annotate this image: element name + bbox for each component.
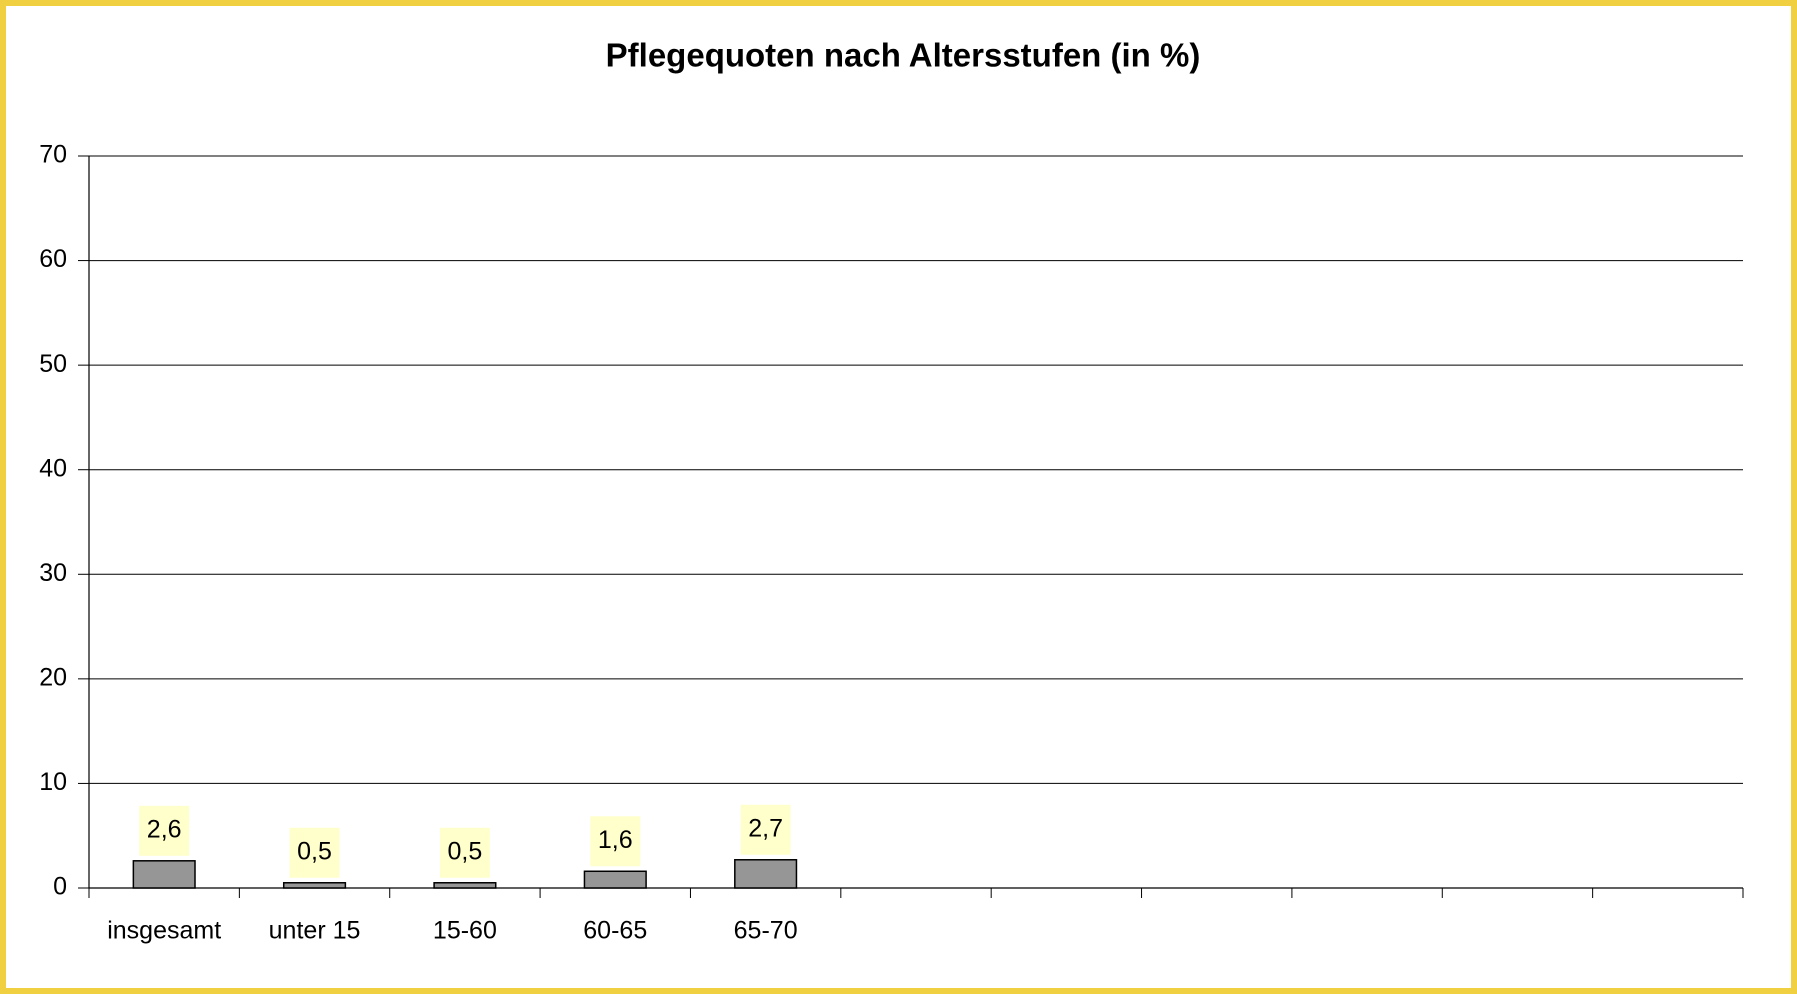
chart-title: Pflegequoten nach Altersstufen (in %) — [606, 37, 1201, 74]
value-label: 2,6 — [147, 815, 182, 843]
value-label-bg — [590, 816, 641, 867]
y-tick-label: 70 — [39, 141, 67, 169]
value-label-bg — [289, 827, 340, 878]
bar — [734, 859, 798, 889]
y-tick-label: 60 — [39, 245, 67, 273]
y-tick-label: 50 — [39, 350, 67, 378]
value-label-bg — [139, 805, 190, 856]
y-tick-label: 10 — [39, 768, 67, 796]
x-tick-label: unter 15 — [269, 917, 361, 945]
x-tick-label: insgesamt — [107, 917, 221, 945]
y-tick-label: 20 — [39, 663, 67, 691]
x-tick-label: 15-60 — [433, 917, 497, 945]
value-label: 0,5 — [448, 837, 483, 865]
value-label: 2,7 — [748, 814, 783, 842]
value-label-bg — [740, 804, 791, 855]
bar — [583, 870, 647, 889]
y-tick-label: 0 — [53, 873, 67, 901]
value-label: 0,5 — [297, 837, 332, 865]
bar — [132, 860, 196, 889]
bar — [282, 882, 347, 889]
value-label-bg — [439, 827, 490, 878]
x-tick-label: 65-70 — [734, 917, 798, 945]
y-tick-label: 30 — [39, 559, 67, 587]
x-tick-label: 60-65 — [583, 917, 647, 945]
bar — [433, 882, 497, 889]
value-label: 1,6 — [598, 826, 633, 854]
y-tick-label: 40 — [39, 454, 67, 482]
